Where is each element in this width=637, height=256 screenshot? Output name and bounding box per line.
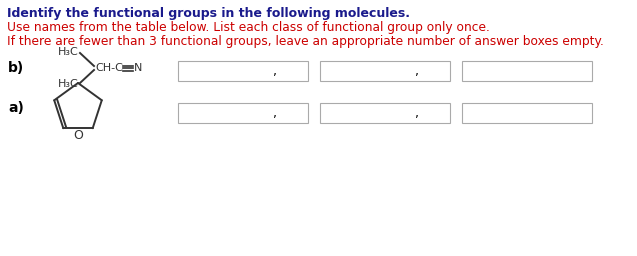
- Text: ,: ,: [415, 106, 419, 120]
- Text: N: N: [134, 63, 143, 73]
- Text: b): b): [8, 61, 24, 75]
- FancyBboxPatch shape: [320, 103, 450, 123]
- FancyBboxPatch shape: [178, 61, 308, 81]
- Text: O: O: [73, 129, 83, 142]
- Text: If there are fewer than 3 functional groups, leave an appropriate number of answ: If there are fewer than 3 functional gro…: [7, 35, 604, 48]
- Text: H₃C: H₃C: [58, 79, 79, 89]
- Text: a): a): [8, 101, 24, 115]
- Text: ,: ,: [273, 106, 277, 120]
- Text: Identify the functional groups in the following molecules.: Identify the functional groups in the fo…: [7, 7, 410, 20]
- FancyBboxPatch shape: [462, 61, 592, 81]
- Text: H₃C: H₃C: [58, 47, 79, 57]
- Text: ,: ,: [415, 65, 419, 78]
- Text: Use names from the table below. List each class of functional group only once.: Use names from the table below. List eac…: [7, 21, 490, 34]
- FancyBboxPatch shape: [320, 61, 450, 81]
- Text: ,: ,: [273, 65, 277, 78]
- FancyBboxPatch shape: [462, 103, 592, 123]
- FancyBboxPatch shape: [178, 103, 308, 123]
- Text: CH-C: CH-C: [95, 63, 123, 73]
